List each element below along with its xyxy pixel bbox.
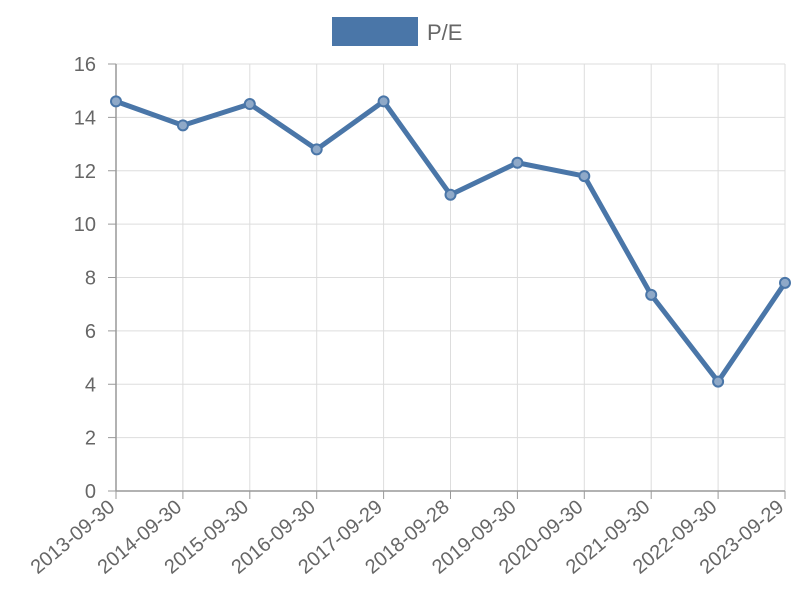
y-tick-label: 8 [85, 268, 96, 290]
x-axis-ticks: 2013-09-302014-09-302015-09-302016-09-30… [27, 491, 788, 579]
legend: P/E [332, 17, 462, 46]
grid-lines [115, 63, 786, 492]
data-point [176, 119, 189, 132]
y-tick-label: 2 [85, 428, 96, 450]
y-tick-label: 14 [74, 107, 96, 129]
y-tick-label: 6 [85, 321, 96, 343]
y-tick-label: 10 [74, 214, 96, 236]
data-point [243, 98, 256, 111]
legend-label-pe: P/E [427, 20, 462, 45]
data-point [310, 143, 323, 156]
data-point [110, 95, 122, 108]
data-point [712, 375, 725, 388]
data-point [377, 95, 390, 108]
data-point [645, 288, 658, 301]
data-point [779, 276, 791, 289]
y-tick-label: 0 [85, 481, 96, 503]
legend-swatch-pe [332, 17, 418, 46]
y-tick-label: 12 [74, 161, 96, 183]
y-tick-label: 16 [74, 54, 96, 76]
data-point [511, 156, 524, 169]
series-group [110, 95, 791, 388]
y-axis-ticks: 0 2 4 6 8 10 12 14 16 [74, 54, 116, 503]
data-point [444, 188, 457, 201]
y-tick-label: 4 [85, 374, 96, 396]
data-point [578, 170, 591, 183]
